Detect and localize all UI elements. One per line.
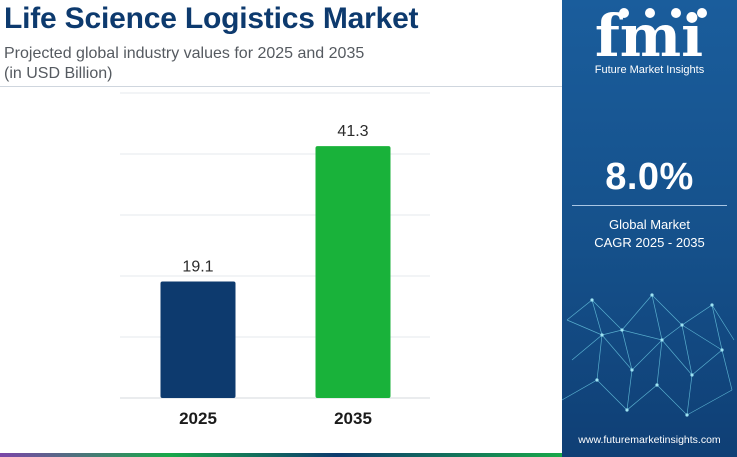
- cagr-divider: [572, 205, 727, 206]
- brand-name: Future Market Insights: [594, 64, 705, 76]
- network-graphic: [562, 293, 735, 417]
- website-url: www.futuremarketinsights.com: [578, 434, 721, 446]
- chart-title: Life Science Logistics Market: [4, 2, 419, 35]
- subtitle-line-1: Projected global industry values for 202…: [4, 45, 365, 62]
- data-label-2025: 19.1: [182, 258, 213, 275]
- info-sidebar: fmi Future Market Insights 8.0% Global M…: [562, 0, 737, 457]
- header-divider: [0, 86, 562, 87]
- bar-2025: [160, 281, 236, 398]
- bar-2035: [315, 146, 391, 398]
- x-tick-label-2035: 2035: [334, 409, 372, 428]
- x-tick-label-2025: 2025: [179, 409, 217, 428]
- fmi-logo-icon: fmi: [595, 2, 707, 70]
- data-label-2035: 41.3: [337, 123, 368, 140]
- bottom-accent-bar: [0, 453, 562, 457]
- cagr-label: Global Market CAGR 2025 - 2035: [562, 216, 737, 252]
- cagr-label-line-1: Global Market: [609, 217, 690, 232]
- chart-panel: Life Science Logistics Market Projected …: [0, 0, 562, 457]
- bar-chart: 19.1 2025 41.3 2035: [120, 92, 430, 428]
- chart-subtitle: Projected global industry values for 202…: [4, 44, 364, 84]
- cagr-value: 8.0%: [605, 156, 694, 198]
- cagr-label-line-2: CAGR 2025 - 2035: [594, 235, 705, 250]
- fmi-logo: fmi: [562, 2, 737, 82]
- subtitle-line-2: (in USD Billion): [4, 65, 113, 82]
